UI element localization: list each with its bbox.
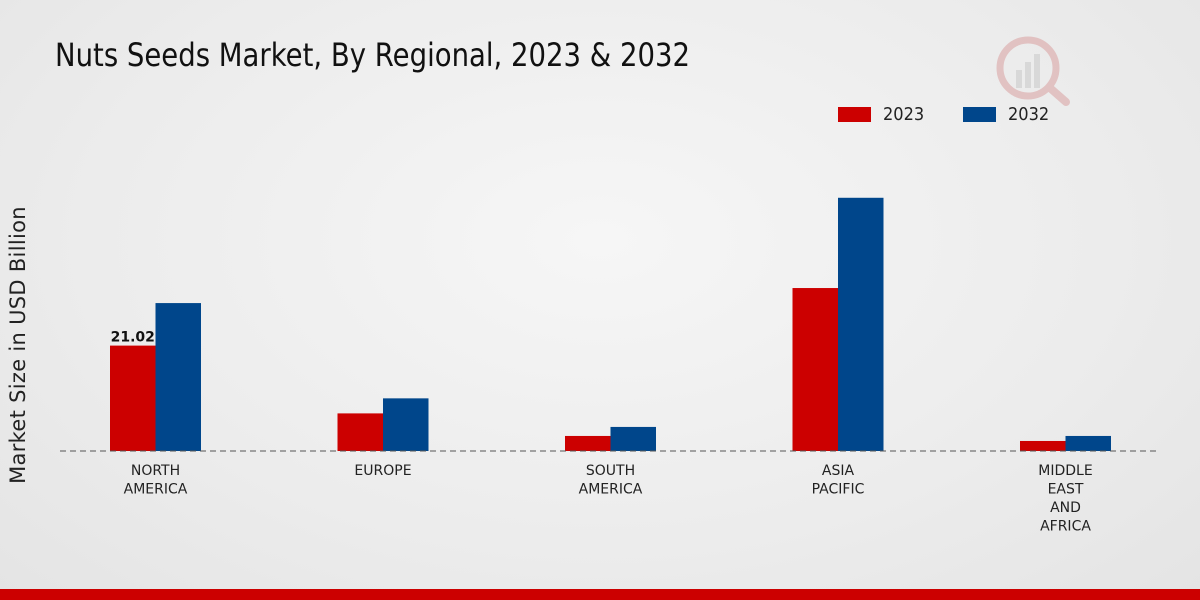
chart-title: Nuts Seeds Market, By Regional, 2023 & 2… xyxy=(55,36,691,74)
x-tick-label-2-0: SOUTH xyxy=(586,463,635,479)
data-label-0: 21.02 xyxy=(111,330,155,346)
legend-swatch-2023 xyxy=(838,107,871,122)
brand-logo-icon xyxy=(996,36,1070,106)
bar-2032-3 xyxy=(838,197,884,451)
x-tick-label-3-1: PACIFIC xyxy=(812,482,865,498)
legend: 2023 2032 xyxy=(838,104,1054,125)
x-tick-label-0-0: NORTH xyxy=(131,463,180,479)
bar-2032-4 xyxy=(1065,435,1111,451)
x-tick-label-1-0: EUROPE xyxy=(354,463,411,479)
bar-2023-4 xyxy=(1020,440,1066,451)
legend-label-2023: 2023 xyxy=(883,104,925,125)
bar-2023-1 xyxy=(337,413,383,451)
bar-2023-2 xyxy=(565,435,611,451)
legend-item-2023: 2023 xyxy=(838,104,929,125)
x-tick-label-4-1: EAST xyxy=(1048,482,1084,498)
x-tick-label-0-1: AMERICA xyxy=(124,482,188,498)
footer-accent-bar xyxy=(0,589,1200,600)
bar-2032-2 xyxy=(610,426,656,451)
x-tick-label-4-0: MIDDLE xyxy=(1038,463,1092,479)
x-tick-label-4-2: AND xyxy=(1050,500,1081,516)
bar-2032-0 xyxy=(155,303,201,451)
x-tick-label-3-0: ASIA xyxy=(822,463,855,479)
x-tick-label-4-3: AFRICA xyxy=(1040,519,1091,535)
bar-2023-0 xyxy=(110,345,156,451)
x-tick-label-2-1: AMERICA xyxy=(579,482,643,498)
legend-swatch-2032 xyxy=(962,107,996,122)
bar-2032-1 xyxy=(383,398,429,451)
legend-item-2032: 2032 xyxy=(962,104,1054,125)
bar-2023-3 xyxy=(792,288,838,451)
legend-label-2032: 2032 xyxy=(1007,104,1050,125)
